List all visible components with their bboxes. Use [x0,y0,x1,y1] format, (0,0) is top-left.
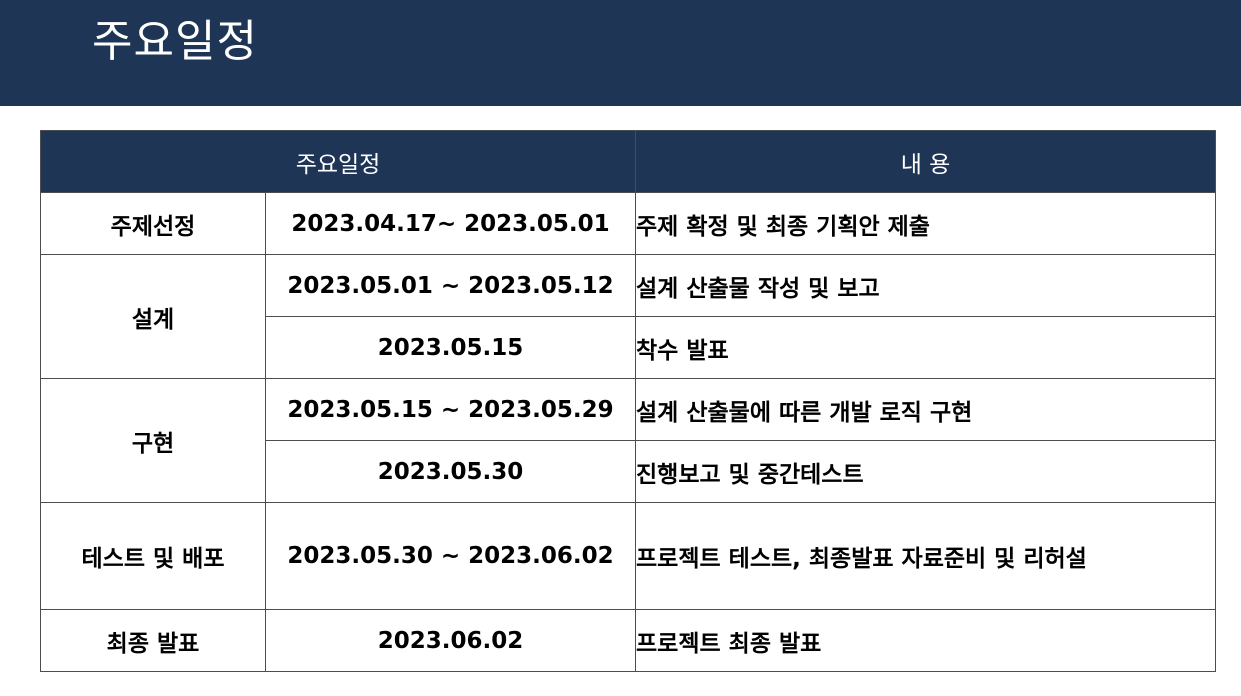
page-title: 주요일정 [92,16,258,67]
title-bar: 주요일정 [0,0,1241,106]
date-cell: 2023.05.15 [264,316,637,379]
table-row: 주제선정 2023.04.17~ 2023.05.01 주제 확정 및 최종 기… [40,192,1217,255]
description-cell: 착수 발표 [635,316,1217,379]
table-header-row: 주요일정 내 용 [39,130,1217,193]
date-cell: 2023.06.02 [264,609,637,672]
phase-cell: 테스트 및 배포 [40,502,266,610]
description-cell: 주제 확정 및 최종 기획안 제출 [635,192,1217,255]
description-cell: 설계 산출물에 따른 개발 로직 구현 [635,378,1217,441]
date-cell: 2023.04.17~ 2023.05.01 [264,192,637,255]
table-row: 최종 발표 2023.06.02 프로젝트 최종 발표 [40,609,1217,672]
date-cell: 2023.05.30 [264,440,637,503]
phase-cell: 구현 [40,378,266,503]
date-cell: 2023.05.15 ~ 2023.05.29 [264,378,637,441]
description-cell: 진행보고 및 중간테스트 [635,440,1217,503]
table-row: 구현 2023.05.15 ~ 2023.05.29 설계 산출물에 따른 개발… [40,378,1217,503]
date-cell: 2023.05.01 ~ 2023.05.12 [264,254,637,317]
column-header-content: 내 용 [635,130,1217,193]
description-cell: 프로젝트 테스트, 최종발표 자료준비 및 리허설 [635,502,1217,610]
description-cell: 설계 산출물 작성 및 보고 [635,254,1217,317]
schedule-table: 주요일정 내 용 주제선정 2023.04.17~ 2023.05.01 주제 … [39,130,1217,672]
table-row: 2023.05.15 착수 발표 [41,316,1217,379]
description-cell: 프로젝트 최종 발표 [635,609,1217,672]
date-cell: 2023.05.30 ~ 2023.06.02 [264,502,637,610]
phase-cell: 최종 발표 [40,609,266,672]
phase-cell: 설계 [40,254,266,379]
table-row: 테스트 및 배포 2023.05.30 ~ 2023.06.02 프로젝트 테스… [40,502,1217,610]
column-header-schedule: 주요일정 [39,130,637,193]
phase-cell: 주제선정 [40,192,266,255]
table-row: 설계 2023.05.01 ~ 2023.05.12 설계 산출물 작성 및 보… [40,254,1217,379]
